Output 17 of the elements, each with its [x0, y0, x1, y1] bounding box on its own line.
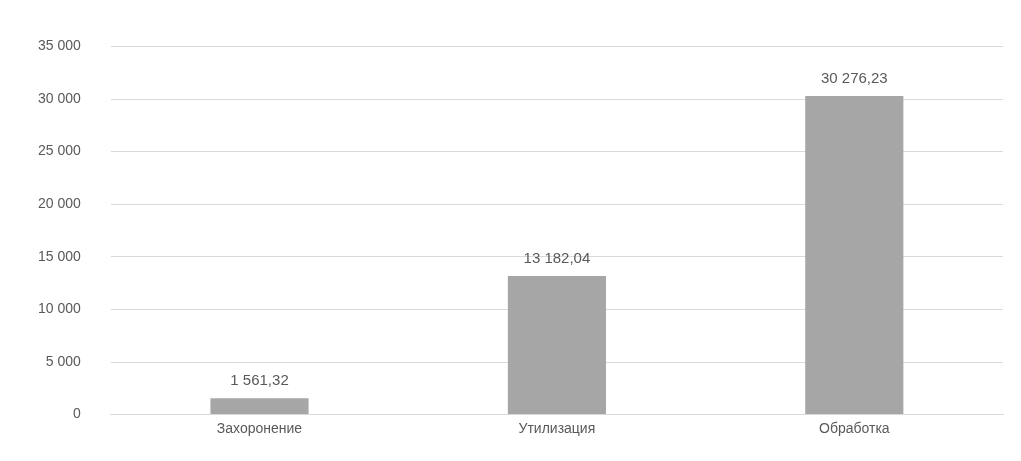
y-tick-label: 35 000	[37, 37, 82, 54]
y-tick-label: 25 000	[37, 142, 82, 159]
y-tick-label: 20 000	[37, 195, 82, 212]
bar	[805, 96, 904, 415]
x-tick-label: Захоронение	[216, 419, 303, 436]
x-tick-label: Утилизация	[518, 419, 596, 436]
data-label: 13 182,04	[523, 248, 591, 266]
data-label: 1 561,32	[230, 370, 289, 388]
y-tick-label: 5 000	[45, 352, 82, 369]
y-tick-label: 10 000	[37, 300, 82, 317]
data-label: 30 276,23	[820, 68, 888, 86]
y-tick-label: 30 000	[37, 89, 82, 106]
y-tick-label: 15 000	[37, 247, 82, 264]
y-tick-label: 0	[73, 405, 82, 422]
bar	[507, 275, 606, 415]
bar	[210, 398, 309, 415]
x-tick-label: Обработка	[819, 419, 890, 436]
